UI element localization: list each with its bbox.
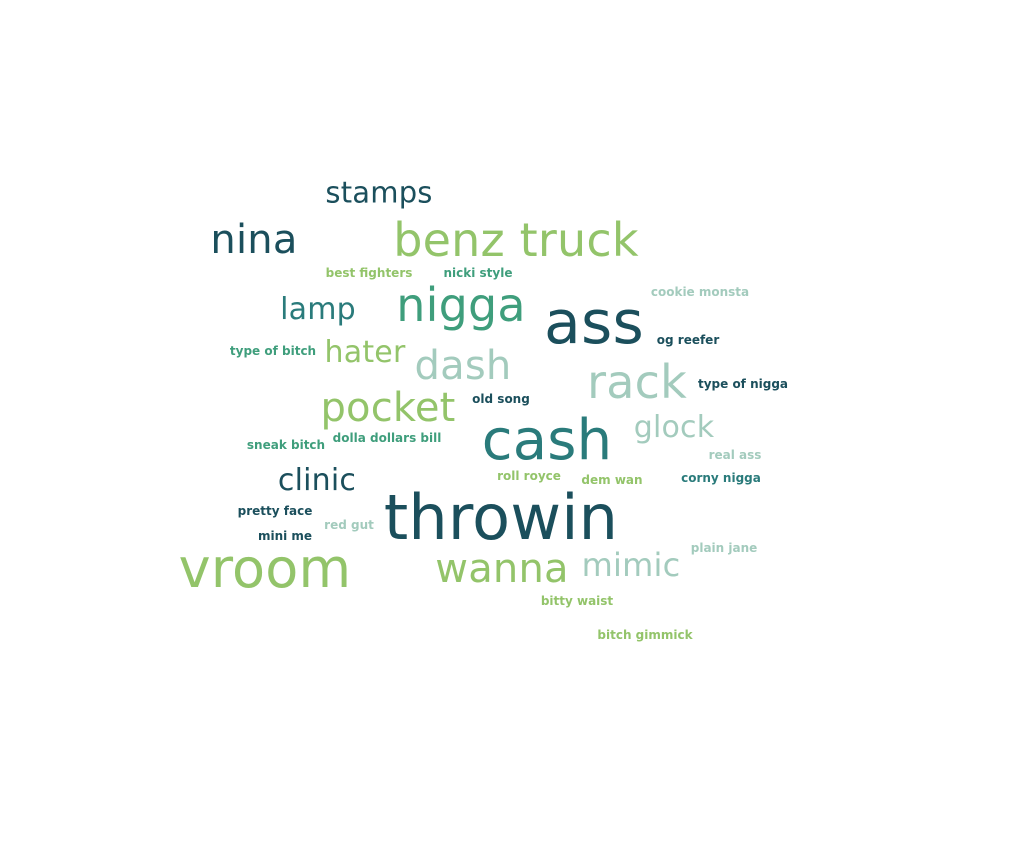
word-wanna: wanna	[435, 546, 569, 592]
word-real-ass: real ass	[708, 448, 762, 462]
word-vroom: vroom	[178, 537, 352, 600]
word-corny-nigga: corny nigga	[681, 471, 761, 485]
word-dem-wan: dem wan	[581, 473, 643, 487]
word-type-of-nigga: type of nigga	[697, 377, 789, 391]
word-hater: hater	[324, 335, 406, 370]
word-type-of-bitch: type of bitch	[229, 344, 317, 358]
word-clinic: clinic	[277, 463, 357, 498]
word-throwin: throwin	[383, 481, 619, 554]
word-lamp: lamp	[280, 292, 356, 327]
word-old-song: old song	[472, 392, 530, 406]
word-cookie-monsta: cookie monsta	[650, 285, 750, 299]
word-benz-truck: benz truck	[393, 213, 639, 267]
word-roll-royce: roll royce	[497, 469, 561, 483]
word-dolla-dollars-bill: dolla dollars bill	[332, 431, 442, 445]
word-nina: nina	[210, 217, 298, 263]
word-cash: cash	[481, 408, 613, 473]
word-pocket: pocket	[320, 385, 456, 431]
word-bitty-waist: bitty waist	[540, 594, 614, 608]
word-bitch-gimmick: bitch gimmick	[597, 628, 693, 642]
word-stamps: stamps	[325, 175, 433, 210]
word-red-gut: red gut	[324, 518, 374, 532]
word-og-reefer: og reefer	[656, 333, 720, 347]
word-best-fighters: best fighters	[325, 266, 413, 280]
word-sneak-bitch: sneak bitch	[246, 438, 326, 452]
word-nigga: nigga	[396, 278, 526, 332]
word-mini-me: mini me	[257, 529, 313, 543]
word-pretty-face: pretty face	[237, 504, 313, 518]
word-rack: rack	[587, 355, 687, 409]
word-glock: glock	[633, 410, 715, 445]
word-mimic: mimic	[581, 546, 681, 584]
word-dash: dash	[414, 343, 512, 389]
word-plain-jane: plain jane	[690, 541, 758, 555]
word-ass: ass	[544, 288, 644, 358]
word-nicki-style: nicki style	[443, 266, 513, 280]
